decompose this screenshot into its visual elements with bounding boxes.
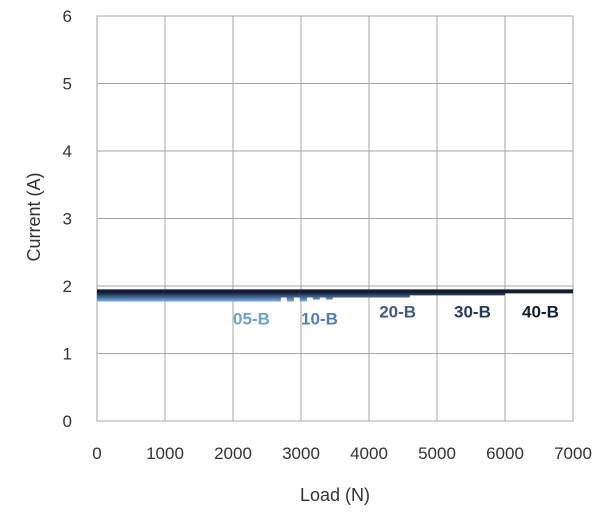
y-tick-label: 0	[63, 412, 72, 431]
y-tick-label: 3	[63, 210, 72, 229]
y-axis-label: Current (A)	[24, 172, 44, 261]
grid	[96, 15, 574, 422]
x-tick-label: 6000	[486, 444, 524, 463]
series-label-20-b: 20-B	[379, 303, 416, 322]
series-labels: 05-B 10-B 20-B 30-B 40-B	[233, 303, 559, 329]
x-tick-label: 0	[92, 444, 101, 463]
x-tick-label: 1000	[146, 444, 184, 463]
series-label-40-b: 40-B	[522, 303, 559, 322]
y-tick-label: 1	[63, 345, 72, 364]
y-tick-labels: 0 1 2 3 4 5 6	[63, 7, 72, 431]
x-axis-label: Load (N)	[300, 485, 370, 505]
y-tick-label: 4	[63, 142, 72, 161]
x-tick-label: 2000	[214, 444, 252, 463]
x-tick-label: 3000	[282, 444, 320, 463]
x-tick-label: 7000	[554, 444, 592, 463]
series-label-10-b: 10-B	[301, 309, 338, 328]
series-lines	[97, 289, 573, 302]
y-tick-label: 5	[63, 75, 72, 94]
x-tick-labels: 0 1000 2000 3000 4000 5000 6000 7000	[92, 444, 592, 463]
y-tick-label: 6	[63, 7, 72, 26]
series-label-05-b: 05-B	[233, 309, 270, 328]
series-label-30-b: 30-B	[454, 303, 491, 322]
x-tick-label: 5000	[418, 444, 456, 463]
x-tick-label: 4000	[350, 444, 388, 463]
y-tick-label: 2	[63, 277, 72, 296]
